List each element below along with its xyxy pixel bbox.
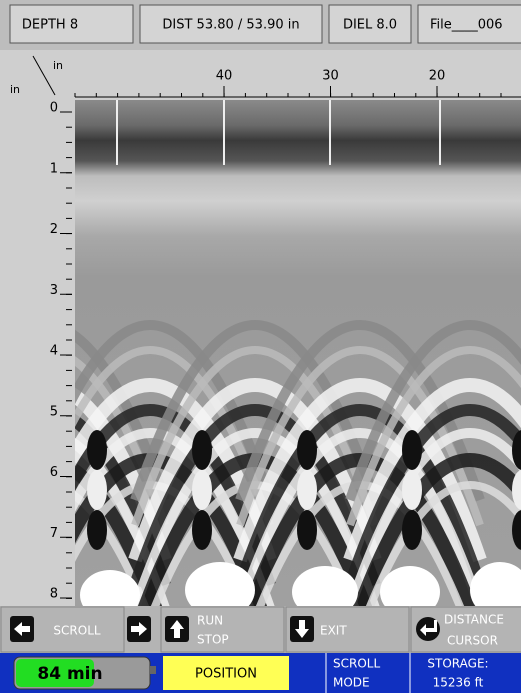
y-unit: in [10, 83, 20, 96]
button-label: EXIT [320, 624, 347, 638]
scroll-mode: SCROLL [333, 657, 380, 671]
x-tick-label: 30 [322, 69, 339, 84]
header-field: File____006 [430, 18, 503, 33]
reflection-blob [402, 510, 422, 550]
header-field: DEPTH 8 [22, 18, 78, 33]
storage: STORAGE: [427, 657, 488, 671]
y-tick-label: 0 [50, 101, 58, 116]
gpr-screen: DEPTH 8 DIST 53.80 / 53.90 in DIEL 8.0 File… [0, 0, 521, 693]
y-tick-label: 1 [50, 161, 58, 176]
y-tick-label: 5 [50, 404, 58, 419]
y-tick-label: 8 [50, 587, 58, 602]
button-label: DISTANCE [444, 613, 504, 627]
reflection-blob [402, 470, 422, 510]
x-unit: in [53, 59, 63, 72]
battery-tip [150, 666, 156, 674]
reflection-blob [192, 510, 212, 550]
screen-canvas: DEPTH 8 DIST 53.80 / 53.90 in DIEL 8.0 File… [0, 0, 521, 693]
header-field: DIEL 8.0 [343, 18, 397, 33]
reflection-blob [402, 430, 422, 470]
reflection-blob [297, 430, 317, 470]
x-tick-label: 20 [429, 69, 446, 84]
reflection-blob [297, 470, 317, 510]
reflection-blob [192, 430, 212, 470]
position-button[interactable]: POSITION [195, 667, 257, 682]
storage: 15236 ft [433, 676, 484, 690]
reflection-blob [87, 510, 107, 550]
reflection-blob [297, 510, 317, 550]
y-tick-label: 7 [50, 526, 58, 541]
scroll-mode: MODE [333, 676, 370, 690]
reflection-blob [87, 430, 107, 470]
y-tick-label: 2 [50, 222, 58, 237]
reflection-blob [192, 470, 212, 510]
header-field: DIST 53.80 / 53.90 in [162, 18, 299, 33]
button-label: SCROLL [53, 624, 100, 638]
button-label: STOP [197, 633, 229, 647]
y-tick-label: 3 [50, 283, 58, 298]
y-tick-label: 6 [50, 465, 58, 480]
x-tick-label: 40 [216, 69, 233, 84]
reflection-blob [87, 470, 107, 510]
battery-label: 84 min [37, 664, 102, 684]
button-label: CURSOR [447, 634, 498, 648]
y-tick-label: 4 [50, 344, 58, 359]
radargram [0, 100, 521, 660]
button-label: RUN [197, 614, 223, 628]
